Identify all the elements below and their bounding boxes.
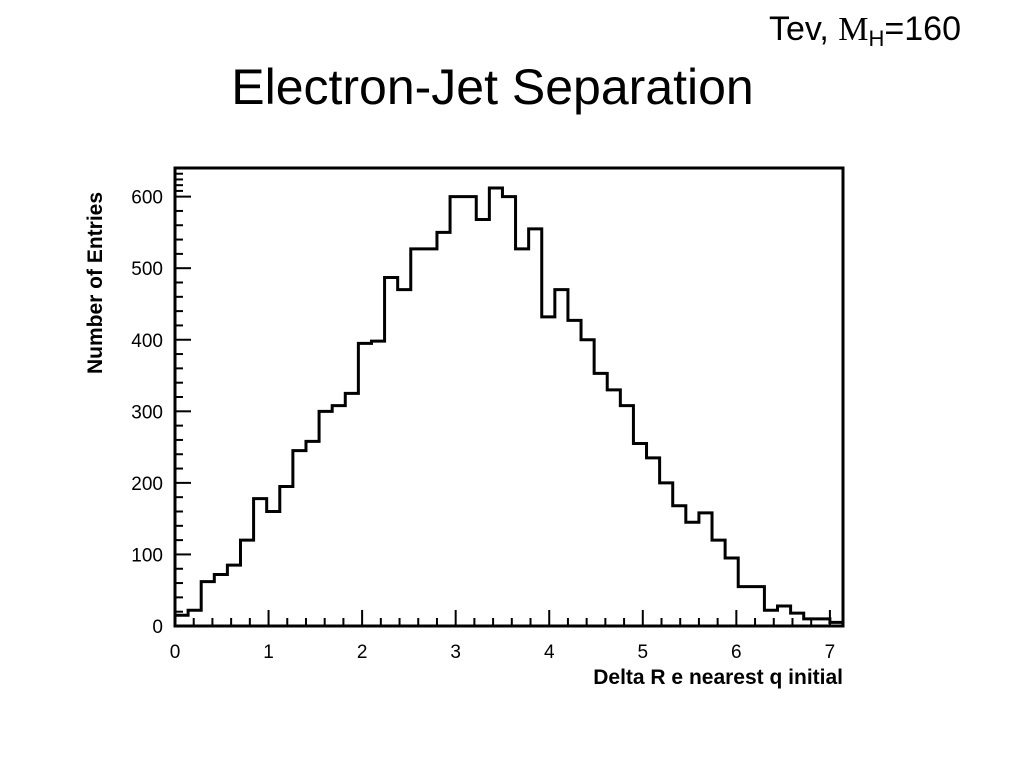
x-tick-label: 7 <box>825 642 836 663</box>
x-axis-ticks: 0 1 2 3 4 5 6 7 <box>170 610 835 663</box>
slide-title: Electron-Jet Separation <box>231 59 754 115</box>
y-axis-ticks: 0 100 200 300 400 500 600 <box>131 172 191 638</box>
x-tick-label: 4 <box>544 642 555 663</box>
x-tick-label: 6 <box>731 642 742 663</box>
x-axis-title: Delta R e nearest q initial <box>593 666 843 689</box>
note-symbol: M <box>838 11 869 48</box>
plot-frame <box>173 166 845 628</box>
x-tick-label: 3 <box>450 642 461 663</box>
x-tick-label: 2 <box>357 642 368 663</box>
y-tick-label: 0 <box>152 617 163 638</box>
y-tick-label: 400 <box>131 331 163 352</box>
note-prefix: Tev, <box>768 10 829 48</box>
x-tick-label: 5 <box>637 642 648 663</box>
y-tick-label: 100 <box>131 545 163 566</box>
note-subscript: H <box>868 26 885 51</box>
y-tick-label: 300 <box>131 402 163 423</box>
y-tick-label: 600 <box>131 188 163 209</box>
note-suffix: =160 <box>884 10 961 48</box>
y-tick-label: 200 <box>131 474 163 495</box>
y-axis-title: Number of Entries <box>84 192 107 374</box>
x-tick-label: 0 <box>170 642 181 663</box>
y-tick-label: 500 <box>131 259 163 280</box>
histogram-outline <box>173 186 845 626</box>
header-note: Tev, MH=160 <box>769 10 961 52</box>
x-tick-label: 1 <box>263 642 274 663</box>
